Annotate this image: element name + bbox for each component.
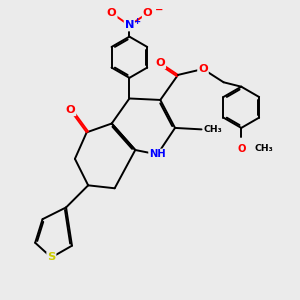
Text: O: O [198,64,208,74]
Text: −: − [155,4,164,14]
Text: O: O [237,144,245,154]
Text: O: O [155,58,165,68]
Text: O: O [66,105,75,115]
Text: O: O [143,8,152,18]
Text: O: O [107,8,117,18]
Text: CH₃: CH₃ [203,125,222,134]
Text: S: S [47,253,56,262]
Text: CH₃: CH₃ [254,144,273,153]
Text: NH: NH [149,149,166,159]
Text: +: + [133,17,140,26]
Text: N: N [124,20,134,30]
